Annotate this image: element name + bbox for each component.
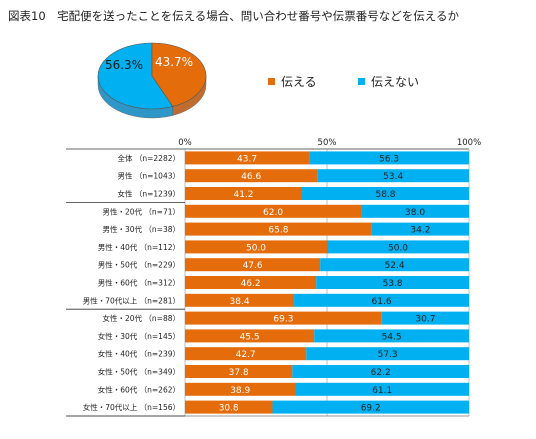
bar-tell bbox=[185, 187, 303, 200]
bar-not-tell bbox=[381, 311, 469, 325]
data-label-tell: 43.7 bbox=[237, 154, 257, 164]
data-label-tell: 30.8 bbox=[219, 404, 239, 414]
bar-tell bbox=[185, 347, 307, 361]
bar-not-tell bbox=[309, 151, 469, 165]
data-label-not-tell: 53.4 bbox=[383, 172, 403, 182]
pie-label-tell: 43.7% bbox=[155, 55, 193, 69]
legend-tell: 伝える bbox=[268, 73, 317, 90]
data-label-not-tell: 30.7 bbox=[415, 315, 435, 325]
data-label-tell: 50.0 bbox=[246, 243, 266, 253]
data-label-tell: 62.0 bbox=[263, 208, 283, 218]
legend-not-tell: 伝えない bbox=[358, 73, 419, 90]
bar-not-tell bbox=[371, 222, 469, 236]
bar-tell bbox=[185, 258, 321, 272]
bar-not-tell bbox=[314, 329, 469, 343]
category-label: 男性・60代 （n=312） bbox=[98, 278, 180, 288]
data-label-not-tell: 38.0 bbox=[405, 208, 425, 218]
data-label-not-tell: 56.3 bbox=[379, 154, 399, 164]
bar-tell bbox=[185, 293, 295, 307]
data-label-tell: 45.5 bbox=[240, 332, 260, 342]
data-label-not-tell: 62.2 bbox=[371, 368, 391, 378]
x-tick-label: 0% bbox=[178, 138, 192, 148]
data-label-tell: 46.6 bbox=[241, 172, 261, 182]
bar-tell bbox=[185, 329, 315, 343]
bar-tell bbox=[185, 151, 310, 165]
bar-tell bbox=[185, 240, 327, 254]
pie-slice-not-tell bbox=[97, 42, 174, 110]
legend-swatch-tell bbox=[268, 78, 275, 85]
category-label: 女性・40代 （n=239） bbox=[98, 349, 180, 359]
data-label-tell: 38.4 bbox=[230, 297, 250, 307]
data-label-not-tell: 58.8 bbox=[375, 190, 395, 200]
category-label: 男性・40代 （n=112） bbox=[98, 242, 180, 252]
bar-not-tell bbox=[272, 400, 469, 414]
category-label: 女性・30代 （n=145） bbox=[98, 331, 180, 341]
data-label-tell: 46.2 bbox=[241, 279, 261, 289]
data-label-not-tell: 61.6 bbox=[372, 297, 392, 307]
category-label: 男性 （n=1043） bbox=[117, 171, 180, 181]
data-label-not-tell: 69.2 bbox=[361, 404, 381, 414]
data-label-not-tell: 61.1 bbox=[372, 386, 392, 396]
data-label-tell: 47.6 bbox=[243, 261, 263, 271]
bar-tell bbox=[185, 204, 362, 218]
category-label: 女性・50代 （n=349） bbox=[98, 367, 180, 377]
bar-not-tell bbox=[306, 347, 469, 361]
x-tick-label: 50% bbox=[318, 138, 337, 148]
category-label: 男性・50代 （n=229） bbox=[98, 260, 180, 270]
category-label: 女性・70代以上 （n=156） bbox=[83, 402, 180, 412]
bar-tell bbox=[185, 365, 293, 378]
category-label: 全体 （n=2282） bbox=[117, 153, 180, 163]
data-label-not-tell: 53.8 bbox=[383, 279, 403, 289]
data-label-tell: 37.8 bbox=[229, 368, 249, 378]
bar-tell bbox=[185, 222, 372, 236]
category-label: 女性 （n=1239） bbox=[117, 189, 180, 199]
pie-label-not-tell: 56.3% bbox=[105, 58, 143, 72]
bar-not-tell bbox=[292, 365, 469, 378]
bar-tell bbox=[185, 400, 273, 414]
category-label: 女性・20代 （n=88） bbox=[102, 313, 180, 323]
x-tick-label: 100% bbox=[457, 138, 481, 148]
category-label: 男性・20代 （n=71） bbox=[102, 206, 180, 216]
data-label-not-tell: 34.2 bbox=[410, 226, 430, 236]
category-label: 男性・70代以上 （n=281） bbox=[83, 295, 180, 305]
pie-chart: 43.7% 56.3% bbox=[97, 42, 207, 119]
bar-not-tell bbox=[295, 382, 469, 396]
data-label-not-tell: 57.3 bbox=[378, 350, 398, 360]
data-label-tell: 65.8 bbox=[268, 226, 288, 236]
data-label-tell: 41.2 bbox=[233, 190, 253, 200]
bar-not-tell bbox=[294, 293, 469, 307]
data-label-not-tell: 50.0 bbox=[388, 243, 408, 253]
bar-not-tell bbox=[317, 169, 469, 183]
bar-not-tell bbox=[302, 187, 469, 200]
category-label: 男性・30代 （n=38） bbox=[102, 224, 180, 234]
bar-not-tell bbox=[320, 258, 469, 272]
data-label-tell: 38.9 bbox=[230, 386, 250, 396]
bar-not-tell bbox=[361, 204, 469, 218]
bar-tell bbox=[185, 311, 382, 325]
legend-swatch-not-tell bbox=[358, 78, 365, 85]
data-label-tell: 42.7 bbox=[236, 350, 256, 360]
data-label-tell: 69.3 bbox=[273, 315, 293, 325]
bar-not-tell bbox=[327, 240, 469, 254]
bar-tell bbox=[185, 276, 317, 289]
data-label-not-tell: 54.5 bbox=[382, 332, 402, 342]
legend-label-not-tell: 伝えない bbox=[371, 75, 420, 89]
bar-tell bbox=[185, 169, 318, 183]
category-label: 女性・60代 （n=262） bbox=[98, 384, 180, 394]
bar-not-tell bbox=[316, 276, 469, 289]
legend-label-tell: 伝える bbox=[281, 75, 317, 89]
bar-tell bbox=[185, 382, 296, 396]
data-label-not-tell: 52.4 bbox=[385, 261, 405, 271]
pie-slice-tell bbox=[151, 42, 207, 107]
chart-title: 図表10 宅配便を送ったことを伝える場合、問い合わせ番号や伝票番号などを伝えるか bbox=[8, 9, 459, 23]
